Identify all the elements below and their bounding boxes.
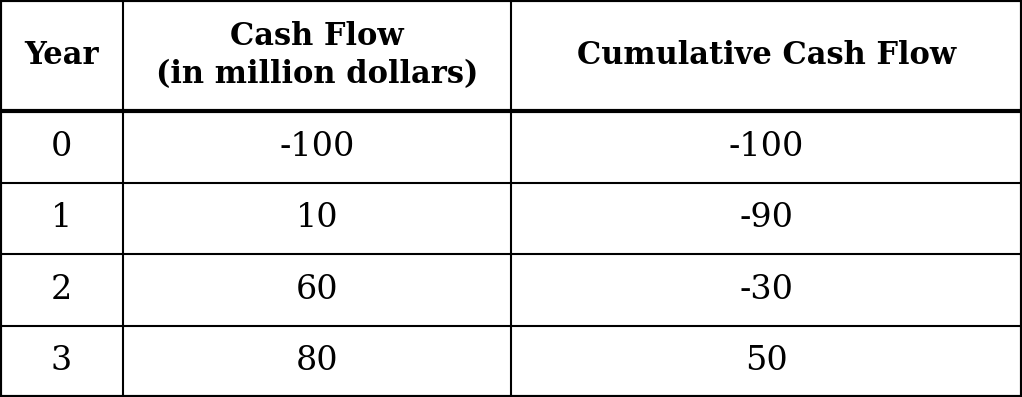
Text: 1: 1 [51, 202, 72, 234]
Text: Cash Flow
(in million dollars): Cash Flow (in million dollars) [155, 21, 478, 90]
Text: 2: 2 [51, 274, 72, 306]
Text: -90: -90 [740, 202, 793, 234]
Text: -100: -100 [729, 131, 804, 163]
Text: -100: -100 [279, 131, 355, 163]
Text: 3: 3 [51, 345, 72, 377]
Text: 0: 0 [51, 131, 72, 163]
Text: 60: 60 [295, 274, 338, 306]
Text: 80: 80 [295, 345, 338, 377]
Text: 10: 10 [295, 202, 338, 234]
Text: Year: Year [24, 40, 99, 71]
Text: 50: 50 [745, 345, 788, 377]
Text: -30: -30 [740, 274, 793, 306]
Text: Cumulative Cash Flow: Cumulative Cash Flow [577, 40, 956, 71]
